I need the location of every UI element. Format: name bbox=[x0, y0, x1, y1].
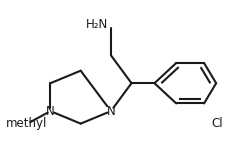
Text: Cl: Cl bbox=[212, 117, 223, 130]
Text: methyl: methyl bbox=[5, 117, 47, 130]
Text: H₂N: H₂N bbox=[86, 18, 109, 31]
Text: N: N bbox=[46, 105, 55, 118]
Text: N: N bbox=[107, 105, 115, 118]
